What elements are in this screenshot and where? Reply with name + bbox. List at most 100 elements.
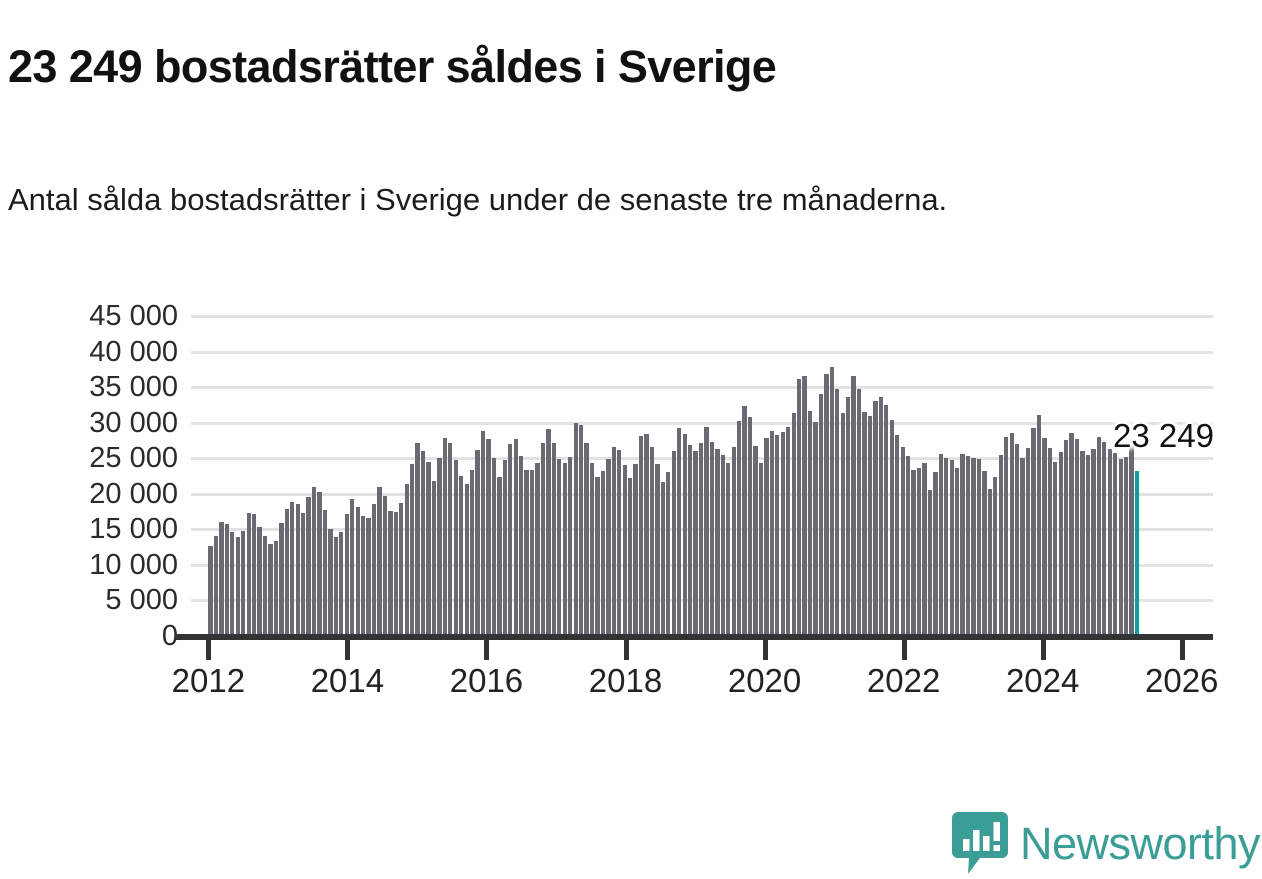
bar <box>622 465 627 636</box>
bar <box>1031 427 1036 636</box>
x-axis-tick <box>1040 640 1046 660</box>
bar <box>459 476 464 636</box>
plot-area <box>191 315 1213 636</box>
bar <box>922 463 927 636</box>
bar <box>475 450 480 636</box>
bar <box>371 503 377 636</box>
bar <box>551 442 557 636</box>
bar <box>241 530 246 636</box>
bar <box>726 463 731 636</box>
bar <box>824 373 829 636</box>
bar <box>513 439 518 636</box>
x-axis-tick <box>623 640 629 660</box>
bar <box>486 439 491 636</box>
bar-chart-speech-bubble-icon <box>952 812 1008 874</box>
bar <box>360 515 366 636</box>
bar <box>1134 470 1140 636</box>
bar-chart: 45 000 40 000 35 000 30 000 25 000 20 000 15 0… <box>0 290 1262 710</box>
bar <box>524 469 529 636</box>
bar <box>731 446 736 636</box>
bar <box>491 458 497 636</box>
bar <box>382 495 388 636</box>
bar <box>889 419 894 636</box>
bar <box>807 410 813 636</box>
bar <box>933 472 938 636</box>
x-axis-tick <box>484 640 490 660</box>
bar <box>851 376 856 636</box>
bar <box>1107 448 1112 636</box>
bar <box>916 468 922 636</box>
bar <box>415 442 420 636</box>
x-axis-tick-label: 2018 <box>588 662 663 699</box>
bar <box>709 441 715 636</box>
bar <box>1123 456 1129 636</box>
bar <box>791 412 796 636</box>
bar <box>562 463 567 636</box>
value-callout: 23 249 <box>1113 417 1214 454</box>
bar <box>219 522 224 636</box>
bar <box>611 446 616 636</box>
bar <box>1064 440 1069 636</box>
bar <box>366 517 371 636</box>
bar <box>818 393 824 636</box>
bar <box>720 455 725 636</box>
bar <box>628 478 633 636</box>
bar <box>224 523 230 636</box>
bar <box>595 476 600 636</box>
bar <box>911 469 916 636</box>
bar <box>246 512 251 636</box>
bar <box>410 463 415 636</box>
x-axis-tick-label: 2014 <box>310 662 385 699</box>
newsworthy-logo: Newsworthy <box>952 812 1261 874</box>
bar <box>938 453 943 636</box>
bar <box>987 488 993 636</box>
bar <box>350 498 355 636</box>
bar <box>1004 436 1009 636</box>
bar <box>955 468 960 636</box>
bar <box>426 461 431 636</box>
bar <box>208 545 213 636</box>
bar <box>775 434 780 636</box>
bar <box>993 477 998 636</box>
bar <box>230 532 235 636</box>
bar <box>306 497 311 636</box>
bar <box>873 401 878 636</box>
bar <box>393 512 398 636</box>
bar <box>453 460 458 636</box>
bar <box>633 463 638 636</box>
x-axis-tick <box>901 640 907 660</box>
bar <box>431 480 437 636</box>
bar <box>388 510 393 636</box>
bar <box>311 486 317 636</box>
bar <box>905 456 911 636</box>
bar <box>284 509 289 636</box>
bar <box>666 472 671 636</box>
gridline <box>191 421 1213 425</box>
bar <box>535 462 540 636</box>
bar <box>660 482 666 636</box>
bar <box>328 529 333 636</box>
bar <box>764 438 769 636</box>
bar <box>508 444 513 636</box>
x-axis-tick-label: 2026 <box>1144 662 1219 699</box>
bar <box>213 535 219 636</box>
bar <box>235 537 240 636</box>
bar <box>638 436 644 636</box>
gridline <box>191 386 1213 390</box>
bar <box>998 455 1003 636</box>
bar <box>758 462 764 636</box>
bar <box>573 423 578 636</box>
bar <box>682 434 687 636</box>
x-axis-tick-label: 2012 <box>171 662 246 699</box>
bar <box>448 443 453 636</box>
bar <box>895 435 900 636</box>
bar <box>606 458 611 636</box>
bar <box>273 540 279 636</box>
x-axis-tick-label: 2020 <box>727 662 802 699</box>
bar <box>355 507 360 636</box>
bar <box>698 442 704 636</box>
bar <box>878 397 884 636</box>
bar <box>960 453 965 636</box>
y-axis-tick-label: 40 000 <box>89 335 178 368</box>
bar <box>655 463 660 636</box>
